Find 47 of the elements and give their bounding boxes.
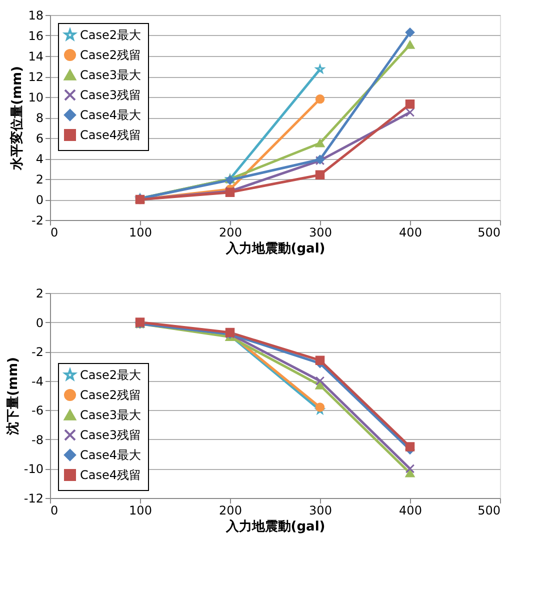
x-tick-label: 0 xyxy=(50,226,58,240)
y-tick-label: 10 xyxy=(28,90,44,104)
x-axis-title: 入力地震動(gal) xyxy=(224,518,326,534)
y-tick-label: -10 xyxy=(24,462,44,476)
y-tick-label: 18 xyxy=(28,8,44,22)
legend-label: Case3残留 xyxy=(80,428,142,442)
legend-label: Case2最大 xyxy=(80,368,142,382)
legend-label: Case3最大 xyxy=(80,68,142,82)
y-tick-label: -2 xyxy=(32,214,44,228)
x-tick-label: 400 xyxy=(399,504,422,518)
x-tick-label: 400 xyxy=(399,226,422,240)
y-axis-title: 沈下量(mm) xyxy=(6,357,21,436)
y-tick-label: 2 xyxy=(36,286,44,300)
y-tick-label: 12 xyxy=(28,70,44,84)
y-tick-label: -12 xyxy=(24,492,44,506)
x-tick-label: 500 xyxy=(478,504,500,518)
y-tick-label: -8 xyxy=(32,432,44,447)
x-tick-label: 500 xyxy=(478,226,500,240)
legend-label: Case2残留 xyxy=(80,388,142,402)
x-tick-label: 200 xyxy=(219,504,242,518)
legend-label: Case4最大 xyxy=(80,448,142,462)
legend-label: Case2最大 xyxy=(80,28,142,42)
y-tick-label: 6 xyxy=(36,132,44,146)
x-tick-label: 100 xyxy=(129,504,152,518)
y-tick-label: 14 xyxy=(28,50,44,64)
y-tick-label: -4 xyxy=(32,374,44,388)
y-tick-label: 16 xyxy=(28,29,44,43)
y-tick-label: -6 xyxy=(32,404,44,418)
y-tick-label: 0 xyxy=(36,193,44,207)
legend-label: Case4残留 xyxy=(80,468,142,482)
legend-label: Case4残留 xyxy=(80,128,142,142)
legend-label: Case2残留 xyxy=(80,48,142,62)
legend-label: Case3残留 xyxy=(80,88,142,102)
legend-label: Case3最大 xyxy=(80,408,142,422)
y-tick-label: 2 xyxy=(36,172,44,186)
y-tick-label: 0 xyxy=(36,316,44,330)
y-tick-label: 8 xyxy=(36,111,44,125)
y-tick-label: 4 xyxy=(36,152,44,166)
x-axis-title: 入力地震動(gal) xyxy=(224,240,326,256)
x-tick-label: 100 xyxy=(129,226,152,240)
y-axis-title: 水平変位量(mm) xyxy=(9,66,26,171)
y-tick-label: -2 xyxy=(32,345,44,360)
x-tick-label: 200 xyxy=(219,226,242,240)
x-tick-label: 300 xyxy=(309,504,332,518)
legend-label: Case4最大 xyxy=(80,108,142,122)
x-tick-label: 0 xyxy=(50,504,58,518)
x-tick-label: 300 xyxy=(309,226,332,240)
